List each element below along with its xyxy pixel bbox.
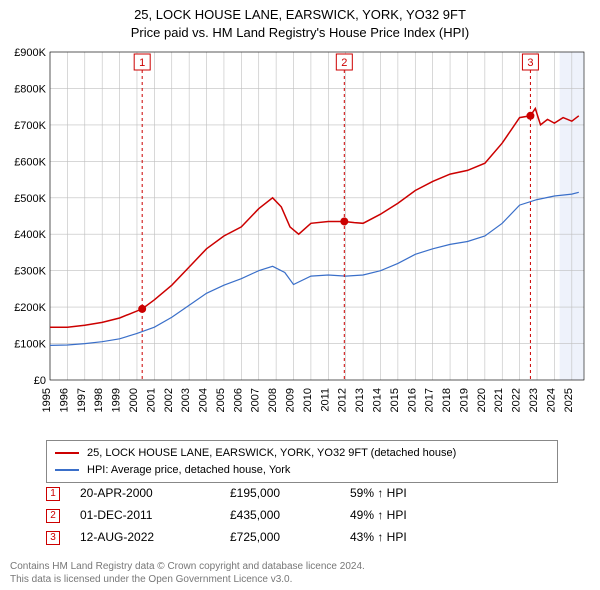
chart-title-block: 25, LOCK HOUSE LANE, EARSWICK, YORK, YO3… (0, 0, 600, 41)
svg-text:1997: 1997 (76, 388, 88, 412)
sale-vs-hpi: 59% ↑ HPI (350, 486, 470, 500)
sale-vs-hpi: 43% ↑ HPI (350, 530, 470, 544)
svg-text:2014: 2014 (371, 388, 383, 412)
sale-marker-2: 2 (46, 509, 60, 523)
svg-text:2009: 2009 (285, 388, 297, 412)
sale-marker-1: 1 (46, 487, 60, 501)
legend: 25, LOCK HOUSE LANE, EARSWICK, YORK, YO3… (46, 440, 558, 483)
svg-text:2021: 2021 (493, 388, 505, 412)
svg-text:2020: 2020 (476, 388, 488, 412)
svg-text:2017: 2017 (424, 388, 436, 412)
svg-text:2011: 2011 (319, 388, 331, 412)
svg-text:1: 1 (139, 57, 145, 69)
svg-text:2002: 2002 (163, 388, 175, 412)
footer-line-2: This data is licensed under the Open Gov… (10, 573, 365, 586)
svg-text:£600K: £600K (14, 156, 46, 168)
sale-marker-3: 3 (46, 531, 60, 545)
svg-text:2015: 2015 (389, 388, 401, 412)
svg-text:2025: 2025 (563, 388, 575, 412)
svg-text:2007: 2007 (250, 388, 262, 412)
svg-text:£200K: £200K (14, 302, 46, 314)
legend-label-hpi: HPI: Average price, detached house, York (87, 462, 290, 479)
svg-text:2: 2 (341, 57, 347, 69)
footer-line-1: Contains HM Land Registry data © Crown c… (10, 560, 365, 573)
svg-text:2005: 2005 (215, 388, 227, 412)
svg-text:2016: 2016 (406, 388, 418, 412)
table-row: 2 01-DEC-2011 £435,000 49% ↑ HPI (46, 504, 470, 526)
svg-text:2013: 2013 (354, 388, 366, 412)
svg-text:£400K: £400K (14, 229, 46, 241)
legend-label-property: 25, LOCK HOUSE LANE, EARSWICK, YORK, YO3… (87, 445, 456, 462)
svg-text:£700K: £700K (14, 120, 46, 132)
svg-text:1995: 1995 (41, 388, 53, 412)
svg-text:2018: 2018 (441, 388, 453, 412)
table-row: 1 20-APR-2000 £195,000 59% ↑ HPI (46, 482, 470, 504)
svg-text:2023: 2023 (528, 388, 540, 412)
svg-text:£900K: £900K (14, 47, 46, 59)
svg-text:£800K: £800K (14, 83, 46, 95)
attribution-footer: Contains HM Land Registry data © Crown c… (10, 560, 365, 586)
legend-item-hpi: HPI: Average price, detached house, York (55, 462, 549, 479)
svg-text:2010: 2010 (302, 388, 314, 412)
legend-swatch-hpi (55, 469, 79, 471)
svg-text:2022: 2022 (511, 388, 523, 412)
sales-table: 1 20-APR-2000 £195,000 59% ↑ HPI 2 01-DE… (46, 482, 470, 548)
sale-vs-hpi: 49% ↑ HPI (350, 508, 470, 522)
sale-date: 12-AUG-2022 (80, 530, 230, 544)
table-row: 3 12-AUG-2022 £725,000 43% ↑ HPI (46, 526, 470, 548)
price-chart-svg: £0 £100K £200K £300K £400K £500K £600K £700K £80… (8, 46, 592, 436)
svg-text:2019: 2019 (458, 388, 470, 412)
svg-text:2001: 2001 (145, 388, 157, 412)
svg-text:1999: 1999 (111, 388, 123, 412)
svg-text:2003: 2003 (180, 388, 192, 412)
svg-text:2006: 2006 (232, 388, 244, 412)
sale-date: 01-DEC-2011 (80, 508, 230, 522)
svg-text:1998: 1998 (93, 388, 105, 412)
sale-price: £195,000 (230, 486, 350, 500)
sale-price: £725,000 (230, 530, 350, 544)
svg-text:2008: 2008 (267, 388, 279, 412)
svg-text:1996: 1996 (58, 388, 70, 412)
svg-text:£300K: £300K (14, 266, 46, 278)
svg-text:£0: £0 (34, 375, 46, 387)
chart-title-address: 25, LOCK HOUSE LANE, EARSWICK, YORK, YO3… (0, 6, 600, 24)
sale-date: 20-APR-2000 (80, 486, 230, 500)
svg-text:2024: 2024 (545, 388, 557, 412)
price-chart: £0 £100K £200K £300K £400K £500K £600K £700K £80… (8, 46, 592, 436)
svg-text:2000: 2000 (128, 388, 140, 412)
svg-text:2004: 2004 (198, 388, 210, 412)
legend-swatch-property (55, 452, 79, 454)
svg-text:3: 3 (527, 57, 533, 69)
chart-title-subtitle: Price paid vs. HM Land Registry's House … (0, 24, 600, 42)
svg-text:2012: 2012 (337, 388, 349, 412)
svg-text:£100K: £100K (14, 339, 46, 351)
sale-price: £435,000 (230, 508, 350, 522)
legend-item-property: 25, LOCK HOUSE LANE, EARSWICK, YORK, YO3… (55, 445, 549, 462)
svg-text:£500K: £500K (14, 193, 46, 205)
